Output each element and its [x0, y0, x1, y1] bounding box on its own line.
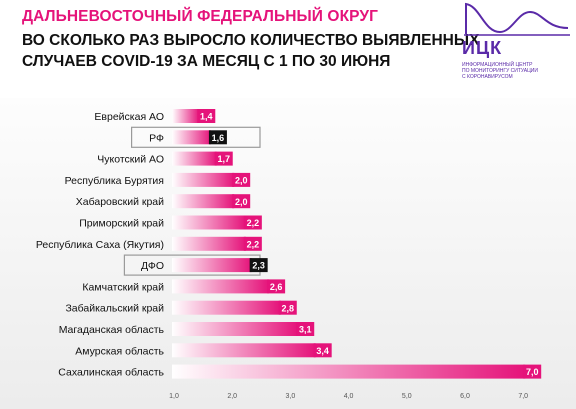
- header: ДАЛЬНЕВОСТОЧНЫЙ ФЕДЕРАЛЬНЫЙ ОКРУГ ВО СКО…: [0, 0, 576, 98]
- value-label: 3,4: [316, 346, 329, 356]
- bar: [172, 109, 200, 123]
- x-tick-label: 5,0: [402, 393, 412, 400]
- category-label: Сахалинская область: [58, 367, 164, 379]
- category-label: Магаданская область: [59, 324, 165, 336]
- value-label: 1,4: [200, 112, 213, 122]
- value-label-box: [208, 130, 227, 145]
- value-label: 2,2: [247, 239, 260, 249]
- bar: [172, 130, 211, 145]
- logo: ИЦК ИНФОРМАЦИОННЫЙ ЦЕНТР ПО МОНИТОРИНГУ …: [462, 2, 572, 92]
- bar: [172, 279, 270, 294]
- category-label: Приморский край: [79, 218, 164, 230]
- category-label: РФ: [149, 132, 164, 144]
- bar: [172, 364, 526, 379]
- bar: [172, 343, 316, 358]
- value-label: 3,1: [299, 325, 312, 335]
- bar: [172, 300, 281, 315]
- value-label: 2,2: [247, 218, 260, 228]
- category-label: ДФО: [141, 260, 164, 272]
- value-label-box: [249, 258, 268, 273]
- category-label: Хабаровский край: [76, 196, 164, 208]
- chart-subtitle: ВО СКОЛЬКО РАЗ ВЫРОСЛО КОЛИЧЕСТВО ВЫЯВЛЕ…: [22, 30, 480, 72]
- subtitle-line-2: СЛУЧАЕВ COVID-19 ЗА МЕСЯЦ С 1 ПО 30 ИЮНЯ: [22, 53, 391, 70]
- value-label-box: [278, 300, 297, 315]
- value-label: 2,3: [252, 261, 265, 271]
- chart-area: Еврейская АО 1,4 РФ 1,6 Чукотский АО 1,7 Респу…: [0, 98, 576, 409]
- category-label: Амурская область: [75, 345, 164, 357]
- logo-wave-icon: [464, 2, 570, 36]
- value-label-box: [243, 215, 262, 230]
- bar: [172, 194, 235, 209]
- bar-chart: Еврейская АО 1,4 РФ 1,6 Чукотский АО 1,7 Респу…: [36, 109, 542, 400]
- subtitle-line-1: ВО СКОЛЬКО РАЗ ВЫРОСЛО КОЛИЧЕСТВО ВЫЯВЛЕ…: [22, 32, 480, 49]
- value-label: 7,0: [526, 367, 539, 377]
- value-label-box: [232, 172, 251, 187]
- value-label: 1,6: [212, 133, 225, 143]
- value-label-box: [267, 279, 286, 294]
- category-label: Камчатский край: [82, 281, 164, 293]
- value-label-box: [197, 109, 216, 123]
- category-label: Чукотский АО: [97, 154, 164, 166]
- x-tick-label: 2,0: [227, 393, 237, 400]
- x-tick-label: 4,0: [344, 393, 354, 400]
- value-label-box: [214, 151, 233, 166]
- value-label: 2,0: [235, 176, 248, 186]
- value-label: 2,6: [270, 282, 283, 292]
- region-title: ДАЛЬНЕВОСТОЧНЫЙ ФЕДЕРАЛЬНЫЙ ОКРУГ: [22, 8, 379, 25]
- x-tick-label: 7,0: [518, 393, 528, 400]
- logo-desc-line-2: ПО МОНИТОРИНГУ СИТУАЦИИ: [462, 68, 538, 74]
- value-label-box: [243, 236, 262, 251]
- value-label-box: [296, 322, 315, 336]
- value-label: 2,8: [282, 303, 295, 313]
- x-tick-label: 6,0: [460, 393, 470, 400]
- value-label-box: [523, 364, 542, 379]
- bar: [172, 172, 235, 187]
- bar: [172, 236, 246, 251]
- bar: [172, 322, 299, 336]
- highlight-frame: [131, 126, 261, 148]
- category-label: Республика Бурятия: [65, 175, 164, 187]
- logo-desc-line-3: С КОРОНАВИРУСОМ: [462, 74, 513, 80]
- bar: [172, 215, 246, 230]
- logo-description: ИНФОРМАЦИОННЫЙ ЦЕНТР ПО МОНИТОРИНГУ СИТУ…: [462, 62, 572, 80]
- bar: [172, 258, 252, 273]
- category-label: Еврейская АО: [94, 111, 164, 123]
- bar: [172, 151, 217, 166]
- value-label-box: [232, 194, 251, 209]
- category-label: Забайкальский край: [65, 303, 164, 315]
- value-label: 2,0: [235, 197, 248, 207]
- x-tick-label: 1,0: [169, 393, 179, 400]
- value-label-box: [313, 343, 332, 358]
- logo-abbreviation: ИЦК: [462, 38, 503, 58]
- value-label: 1,7: [217, 154, 230, 164]
- category-label: Республика Саха (Якутия): [36, 239, 164, 251]
- logo-desc-line-1: ИНФОРМАЦИОННЫЙ ЦЕНТР: [462, 62, 533, 68]
- x-tick-label: 3,0: [286, 393, 296, 400]
